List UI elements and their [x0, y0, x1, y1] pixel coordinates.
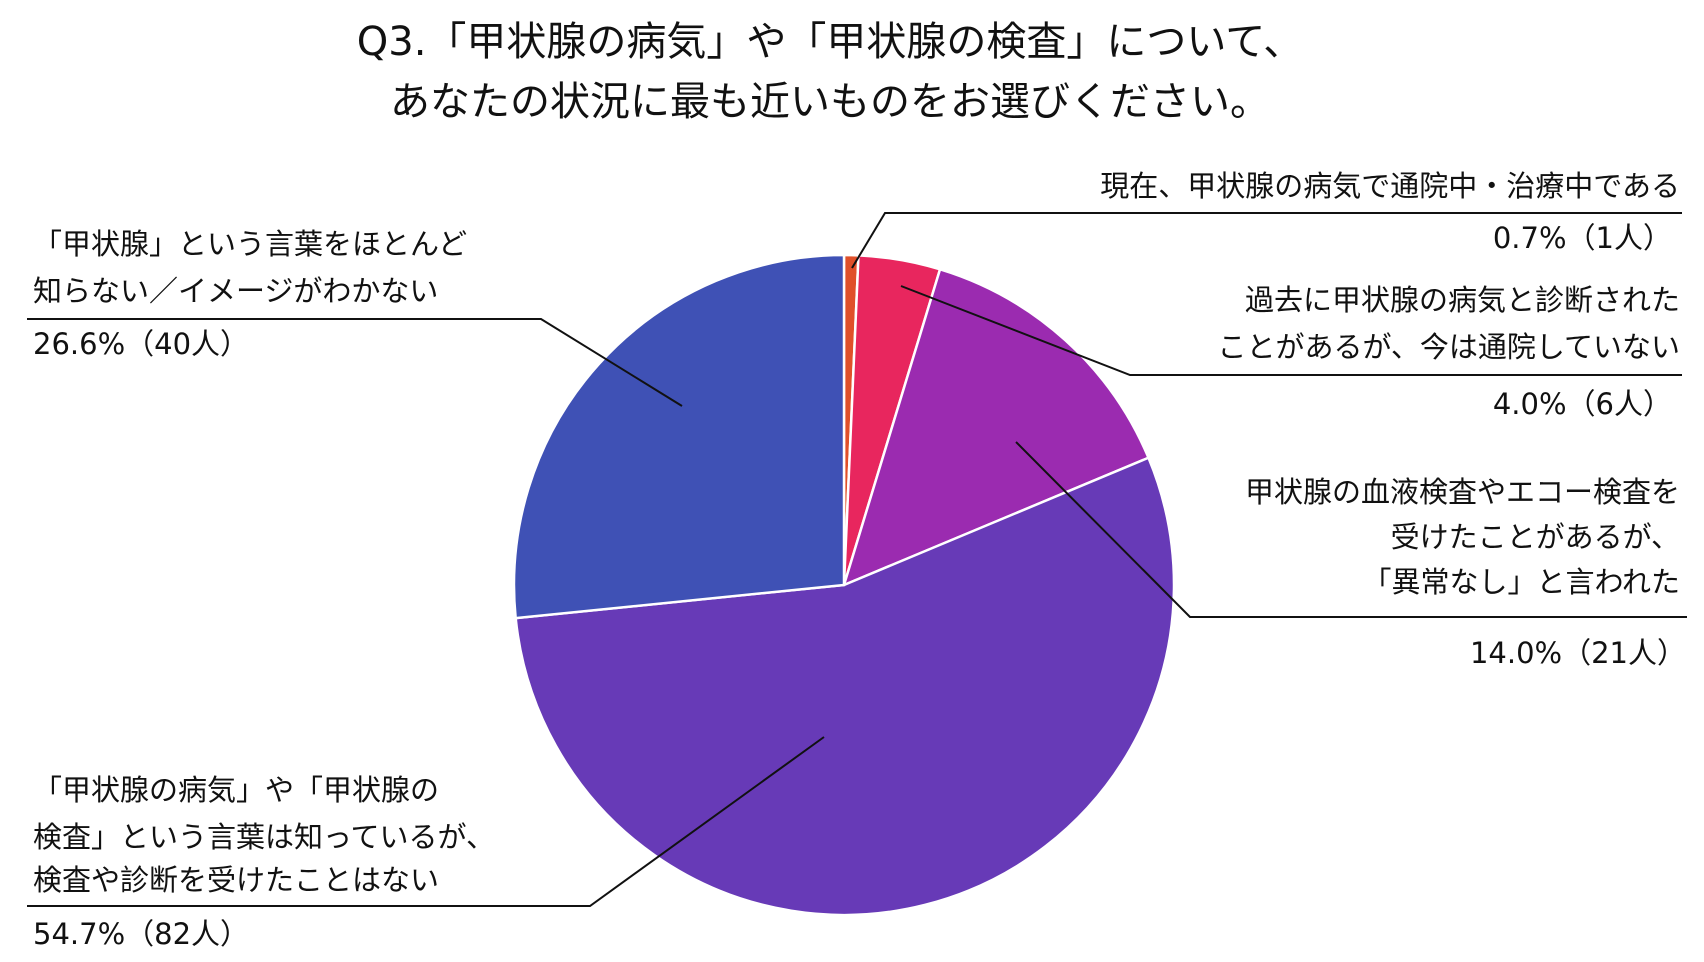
chart-title: Q3.「甲状腺の病気」や「甲状腺の検査」について、 [357, 19, 1303, 65]
slice-label: ことがあるが、今は通院していない [1217, 330, 1680, 364]
leader-line [851, 212, 1682, 269]
slice-label: 現在、甲状腺の病気で通院中・治療中である [1100, 169, 1680, 203]
value-label: 0.7%（1人） [1493, 221, 1672, 255]
slice-label: 過去に甲状腺の病気と診断された [1245, 283, 1680, 317]
leader-line [27, 736, 825, 907]
value-label: 54.7%（82人） [33, 917, 249, 951]
slice-label: 受けたことがあるが、 [1391, 520, 1680, 554]
slice-label: 検査や診断を受けたことはない [33, 863, 439, 897]
value-label: 4.0%（6人） [1493, 387, 1672, 421]
slice-label: 知らない／イメージがわかない [33, 274, 438, 308]
pie-slice [514, 456, 1176, 917]
slice-label: 検査」という言葉は知っているが、 [33, 820, 495, 854]
slice-label: 甲状腺の血液検査やエコー検査を [1245, 475, 1680, 509]
chart-title: あなたの状況に最も近いものをお選びください。 [390, 79, 1270, 125]
pie-slice [512, 253, 846, 620]
value-label: 26.6%（40人） [33, 327, 249, 361]
leader-line [1015, 441, 1687, 618]
leader-line [900, 285, 1682, 376]
slice-label: 「甲状腺」という言葉をほとんど [33, 227, 467, 261]
value-label: 14.0%（21人） [1470, 636, 1686, 670]
slice-label: 「甲状腺の病気」や「甲状腺の [33, 773, 439, 807]
leader-line [27, 318, 683, 407]
slice-label: 「異常なし」と言われた [1362, 565, 1680, 599]
pie-slice [842, 267, 1151, 588]
